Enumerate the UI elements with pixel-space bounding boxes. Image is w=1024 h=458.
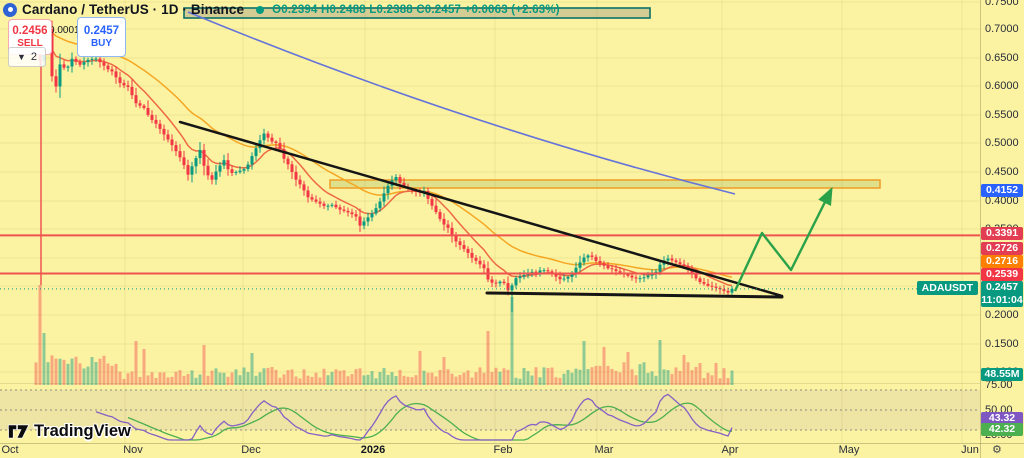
rsi-axis-label: 75.00 xyxy=(985,379,1013,391)
time-axis-label: Jun xyxy=(961,444,979,456)
time-axis-label: 2026 xyxy=(360,444,386,456)
blue-curve-trendline xyxy=(187,11,736,195)
time-axis-separator xyxy=(0,443,1024,444)
price-axis-label: 0.7000 xyxy=(985,23,1019,35)
market-status-dot xyxy=(256,5,265,14)
price-axis-label: 0.4500 xyxy=(985,166,1019,178)
cardano-logo-icon xyxy=(3,2,17,17)
price-badge: 0.2716 xyxy=(981,254,1023,268)
price-axis-label: 0.2000 xyxy=(985,309,1019,321)
countdown-timer: 11:01:04 xyxy=(981,294,1023,306)
object-tree-chip[interactable]: ▼ 2 xyxy=(8,47,47,67)
ema-slow-line xyxy=(35,26,733,278)
buy-price: 0.2457 xyxy=(83,24,120,37)
ohlc-values: O0.2394 H0.2488 L0.2388 C0.2457 +0.0063 … xyxy=(272,3,560,16)
price-badge: 0.3391 xyxy=(981,226,1023,240)
volume-histogram xyxy=(34,285,734,385)
time-axis-label: Feb xyxy=(493,444,513,456)
descending-trendline xyxy=(178,120,784,298)
price-badge: 0.2539 xyxy=(981,267,1023,281)
time-axis-label: Mar xyxy=(594,444,614,456)
time-axis-label: Dec xyxy=(241,444,261,456)
price-badge: 48.55M xyxy=(981,367,1023,381)
symbol-title[interactable]: Cardano / TetherUS · 1D · Binance xyxy=(22,2,245,17)
price-axis-separator xyxy=(980,0,981,458)
price-badge: 0.2457 11:01:04 xyxy=(981,281,1023,307)
gear-icon[interactable]: ⚙ xyxy=(992,444,1002,456)
price-badge: 43.32 xyxy=(981,411,1023,425)
price-axis-label: 0.7500 xyxy=(985,0,1019,8)
time-axis-label: Oct xyxy=(1,444,19,456)
buy-button[interactable]: 0.2457 BUY xyxy=(77,17,126,57)
price-axis-label: 0.6000 xyxy=(985,80,1019,92)
tradingview-logo-icon xyxy=(8,424,29,439)
time-axis-label: May xyxy=(838,444,860,456)
tradingview-logo[interactable]: TradingView xyxy=(8,422,131,441)
price-axis-label: 0.5500 xyxy=(985,109,1019,121)
wedge-support-trendline xyxy=(485,291,784,299)
price-axis-label: 0.1500 xyxy=(985,338,1019,350)
price-axis-label: 0.4000 xyxy=(985,195,1019,207)
price-badge: 0.4152 xyxy=(981,183,1023,197)
sell-price: 0.2456 xyxy=(12,24,48,37)
time-axis-label: Apr xyxy=(721,444,739,456)
projection-arrow xyxy=(733,186,833,292)
symbol-price-chip: ADAUSDT xyxy=(916,281,978,295)
rsi-line xyxy=(95,393,733,441)
tradingview-logo-text: TradingView xyxy=(34,422,131,440)
price-badge: 42.32 xyxy=(981,422,1023,436)
price-axis-label: 0.5000 xyxy=(985,137,1019,149)
sell-label: SELL xyxy=(17,37,43,49)
spread-value: 0.0001 xyxy=(49,25,80,36)
supply-zone-top xyxy=(183,7,651,19)
buy-label: BUY xyxy=(90,37,113,49)
price-badge: 0.2726 xyxy=(981,241,1023,255)
chart-legend: Cardano / TetherUS · 1D · Binance O0.239… xyxy=(3,2,560,17)
chevron-down-icon: ▼ xyxy=(17,52,26,62)
price-axis[interactable]: 0.7500 0.7000 0.6500 0.6000 0.5500 0.5000 0.45… xyxy=(980,0,1024,443)
time-axis-label: Nov xyxy=(123,444,143,456)
target-zone xyxy=(329,179,881,189)
objects-count: 2 xyxy=(30,51,38,63)
pane-separator xyxy=(0,383,980,384)
rsi-ma-line xyxy=(127,402,733,441)
time-axis[interactable]: ⚙ Oct Nov Dec 2026 Feb Mar Apr May Jun xyxy=(0,443,1024,458)
rsi-pane xyxy=(0,389,980,441)
price-axis-label: 0.6500 xyxy=(985,52,1019,64)
